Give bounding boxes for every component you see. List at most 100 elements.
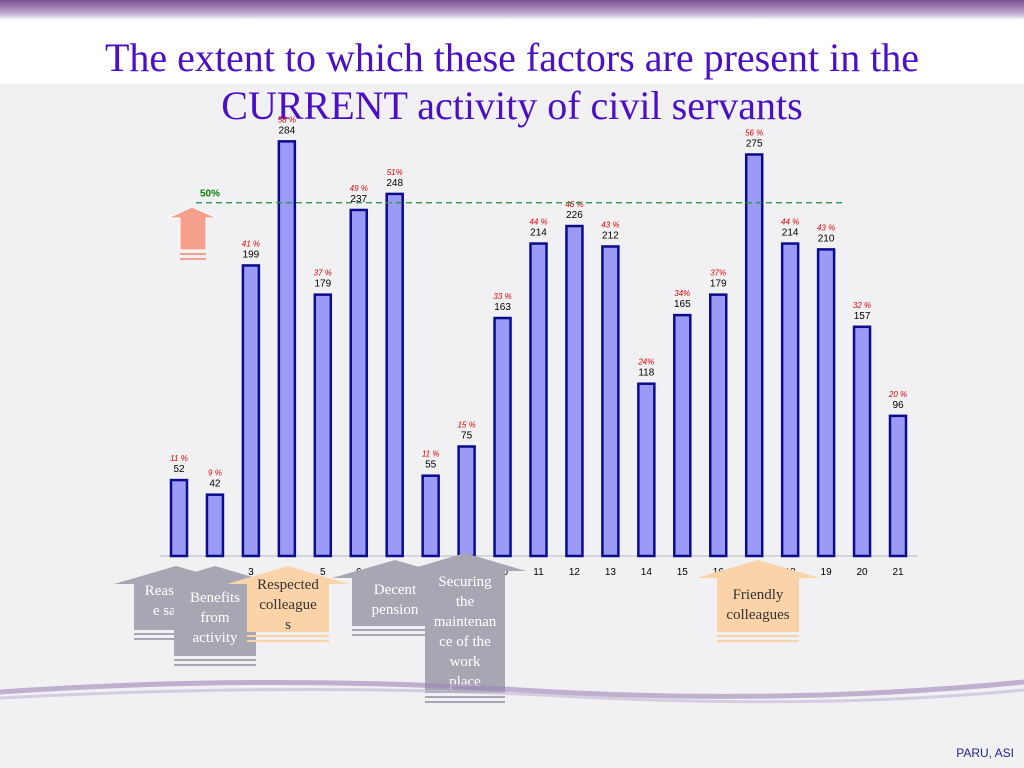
bar-percent-label: 58 %: [278, 115, 296, 124]
callout-label-line: work: [450, 654, 481, 670]
callout-arrow-head: [404, 553, 526, 571]
bar: [744, 153, 764, 558]
bar-value-label: 42: [209, 479, 221, 490]
bar: [565, 224, 584, 558]
title-line-2: CURRENT activity of civil servants: [221, 83, 803, 128]
bar: [421, 474, 440, 558]
x-tick-label: 15: [677, 567, 689, 578]
callout-label-line: Decent: [374, 582, 417, 598]
bar-percent-label: 11 %: [422, 450, 440, 459]
callout-arrow-box: Respected colleague s: [227, 566, 349, 642]
bar-value-label: 96: [892, 400, 904, 411]
bar: [313, 293, 333, 558]
x-tick-label: 20: [856, 567, 868, 578]
bar: [241, 264, 261, 558]
callout-stripe: [247, 635, 329, 637]
up-arrow-stripe: [180, 258, 206, 260]
bar: [457, 445, 476, 558]
callout-label-line: s: [285, 617, 291, 633]
bar-value-label: 179: [710, 279, 727, 290]
callout-stripe: [425, 701, 505, 703]
callout-label-line: maintenan: [434, 614, 497, 630]
callout-label-line: Respected: [257, 577, 319, 593]
x-tick-label: 3: [248, 567, 254, 578]
bar-percent-label: 49 %: [350, 184, 368, 193]
footer-credit: PARU, ASI: [956, 746, 1014, 760]
bar-value-label: 275: [746, 139, 763, 150]
x-tick-label: 12: [569, 567, 581, 578]
up-arrow-shape: [167, 206, 218, 251]
bar-value-label: 214: [782, 228, 799, 239]
x-tick-label: 19: [821, 567, 833, 578]
bar: [637, 382, 656, 558]
bar-percent-label: 56 %: [745, 129, 763, 138]
bar-percent-label: 37 %: [314, 269, 332, 278]
bar-value-label: 212: [602, 230, 619, 241]
bar-percent-label: 43 %: [817, 223, 835, 232]
bar-value-label: 118: [638, 368, 654, 379]
callout-stripe: [717, 635, 799, 637]
slide-title: The extent to which these factors are pr…: [0, 34, 1024, 130]
callout-stripe: [352, 629, 438, 631]
callout-label-line: pension: [372, 602, 419, 618]
slide-header: The extent to which these factors are pr…: [0, 0, 1024, 128]
bar-percent-label: 41 %: [242, 239, 260, 248]
callout-box: [717, 578, 799, 632]
callout-label-line: activity: [193, 630, 238, 646]
callouts-layer: Reasonable salaryBenefitsfromactivityRes…: [114, 553, 820, 703]
callout-label-line: Securing: [438, 574, 492, 590]
bar-percent-label: 44 %: [781, 218, 799, 227]
x-tick-label: 5: [320, 567, 326, 578]
header-gradient-band: [0, 0, 1024, 20]
x-tick-label: 13: [605, 567, 617, 578]
bar: [529, 242, 548, 558]
bar: [385, 192, 404, 558]
callout-box: [425, 571, 505, 693]
bar-value-label: 75: [461, 431, 473, 442]
up-arrow-icon: [167, 206, 218, 260]
bar-percent-label: 51%: [387, 168, 403, 177]
bar-value-label: 248: [386, 178, 403, 189]
x-tick-label: 14: [641, 567, 653, 578]
bar-percent-label: 9 %: [208, 469, 222, 478]
callout-label-line: from: [200, 610, 229, 626]
callout-arrow-box: Friendly colleagues: [696, 560, 820, 642]
callout-box: [247, 584, 329, 632]
bar-percent-label: 24%: [637, 358, 654, 367]
title-line-1: The extent to which these factors are pr…: [104, 35, 920, 80]
callout-label-line: Friendly: [733, 587, 784, 603]
bar-percent-label: 11 %: [170, 454, 188, 463]
callout-label-line: the: [456, 594, 475, 610]
callout-stripe: [247, 640, 329, 642]
bar-percent-label: 33 %: [493, 292, 511, 301]
bar: [888, 414, 908, 558]
bar-percent-label: 15 %: [457, 421, 475, 430]
bar-percent-label: 43 %: [601, 220, 619, 229]
callout-arrow-head: [696, 560, 820, 578]
bar: [205, 493, 225, 558]
callout-box: [352, 578, 438, 626]
bar: [169, 478, 189, 558]
bar-percent-label: 44 %: [529, 218, 547, 227]
callout-stripe: [174, 659, 256, 661]
bar-percent-label: 32 %: [853, 301, 871, 310]
bar-value-label: 214: [530, 228, 547, 239]
callout-stripe: [425, 696, 505, 698]
bar-percent-label: 37%: [710, 269, 726, 278]
callout-label-line: ce of the: [439, 634, 491, 650]
bar: [601, 245, 620, 558]
bar-value-label: 199: [243, 249, 260, 260]
callout-stripe: [352, 634, 438, 636]
callout-label-line: colleague: [259, 597, 317, 613]
bar: [277, 140, 297, 558]
bar-value-label: 284: [279, 125, 296, 136]
bar: [493, 316, 512, 558]
bar-value-label: 237: [350, 194, 367, 205]
bar: [673, 313, 692, 558]
callout-arrow-head: [227, 566, 349, 584]
callout-box: [174, 584, 256, 656]
bar-value-label: 165: [674, 299, 691, 310]
bar: [780, 242, 800, 558]
